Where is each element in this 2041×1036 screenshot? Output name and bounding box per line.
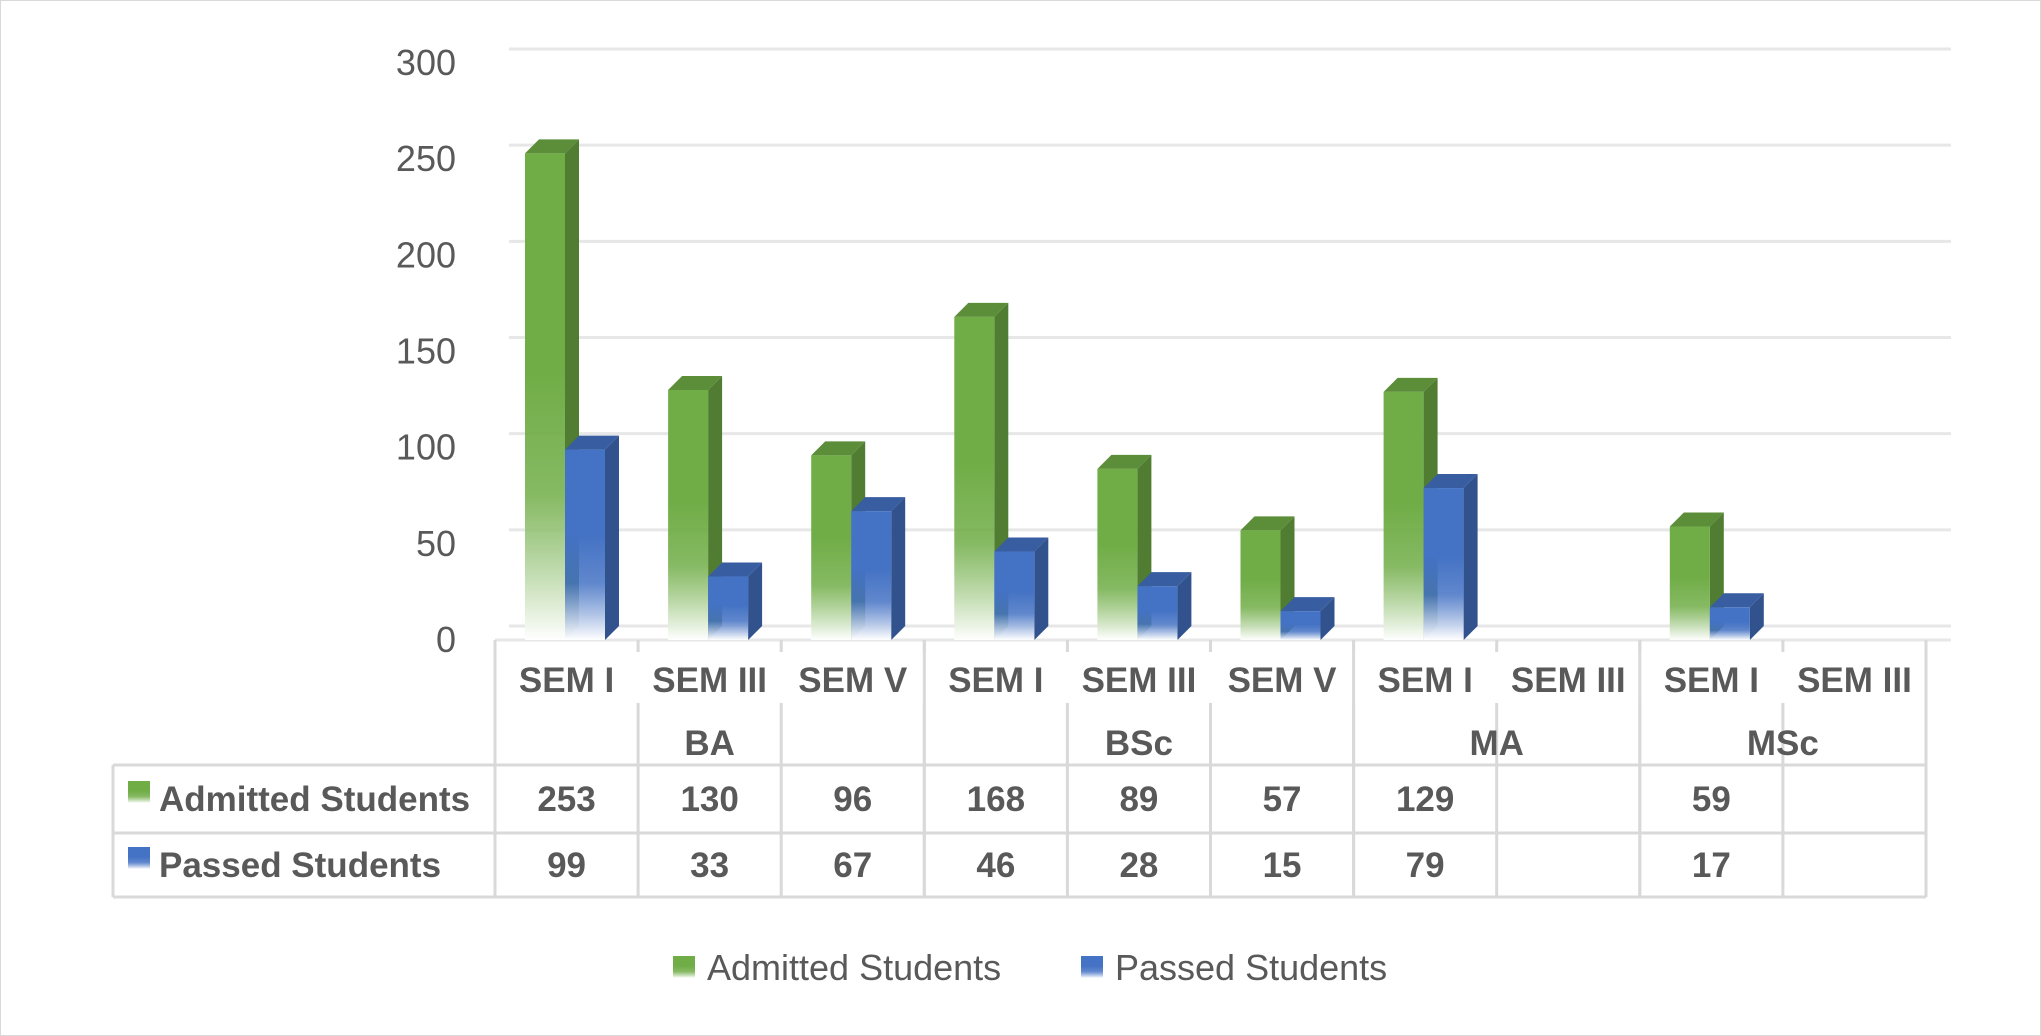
gridlines	[495, 47, 1951, 642]
table-row-header: Admitted Students	[159, 780, 470, 819]
table-value: 168	[967, 780, 1025, 819]
table-row-header: Passed Students	[159, 846, 441, 885]
category-label: SEM I	[948, 661, 1043, 700]
group-label: BSc	[1105, 724, 1173, 763]
table-value: 57	[1263, 780, 1302, 819]
category-label: SEM V	[798, 661, 908, 700]
y-tick-label: 150	[396, 331, 456, 372]
bar-admitted	[1097, 454, 1152, 640]
group-label: MSc	[1747, 724, 1819, 763]
table-legend-key	[128, 847, 150, 869]
table-value: 79	[1406, 846, 1445, 885]
table-value: 46	[976, 846, 1015, 885]
table-value: 67	[833, 846, 872, 885]
table-value: 59	[1692, 780, 1731, 819]
table-value: 28	[1119, 846, 1158, 885]
legend-item: Passed Students	[1081, 947, 1387, 988]
category-label: SEM III	[652, 661, 767, 700]
table-value: 33	[690, 846, 729, 885]
legend-label: Admitted Students	[707, 947, 1001, 988]
legend-item: Admitted Students	[673, 947, 1001, 988]
table-value: 253	[537, 780, 595, 819]
bar-passed	[994, 537, 1049, 640]
table-value: 130	[680, 780, 738, 819]
y-tick-label: 200	[396, 234, 456, 275]
table-value: 89	[1119, 780, 1158, 819]
category-label: SEM III	[1082, 661, 1197, 700]
bar-passed	[1423, 474, 1478, 640]
y-tick-label: 100	[396, 427, 456, 468]
bar-passed	[851, 497, 906, 640]
table-legend-key	[128, 781, 150, 803]
legend-label: Passed Students	[1115, 947, 1387, 988]
legend-swatch	[673, 956, 695, 978]
bar-passed	[1709, 593, 1764, 640]
bar-passed	[708, 562, 763, 640]
bars	[525, 139, 1764, 640]
y-axis-ticks: 0 50 100 150 200 250 300	[396, 42, 456, 660]
y-tick-label: 50	[416, 523, 456, 564]
category-label: SEM I	[1664, 661, 1759, 700]
legend-swatch	[1081, 956, 1103, 978]
table-value: 99	[547, 846, 586, 885]
category-label: SEM V	[1228, 661, 1338, 700]
bar-passed	[1280, 597, 1335, 640]
group-label: MA	[1469, 724, 1523, 763]
bar-passed	[1137, 572, 1192, 640]
category-label: SEM III	[1797, 661, 1912, 700]
bar-admitted	[1240, 516, 1295, 640]
table-value: 17	[1692, 846, 1731, 885]
y-tick-label: 250	[396, 138, 456, 179]
group-label: BA	[684, 724, 735, 763]
table-value: 96	[833, 780, 872, 819]
y-tick-label: 0	[436, 619, 456, 660]
data-table: SEM I SEM III SEM V SEM I SEM III SEM V SEM I S…	[111, 640, 1928, 899]
category-label: SEM I	[519, 661, 614, 700]
legend: Admitted Students Passed Students	[673, 947, 1387, 988]
bar-admitted	[525, 139, 579, 640]
category-label: SEM III	[1511, 661, 1626, 700]
table-value: 15	[1263, 846, 1302, 885]
category-label: SEM I	[1378, 661, 1473, 700]
table-value: 129	[1396, 780, 1454, 819]
y-tick-label: 300	[396, 42, 456, 83]
bar-passed	[565, 435, 619, 640]
